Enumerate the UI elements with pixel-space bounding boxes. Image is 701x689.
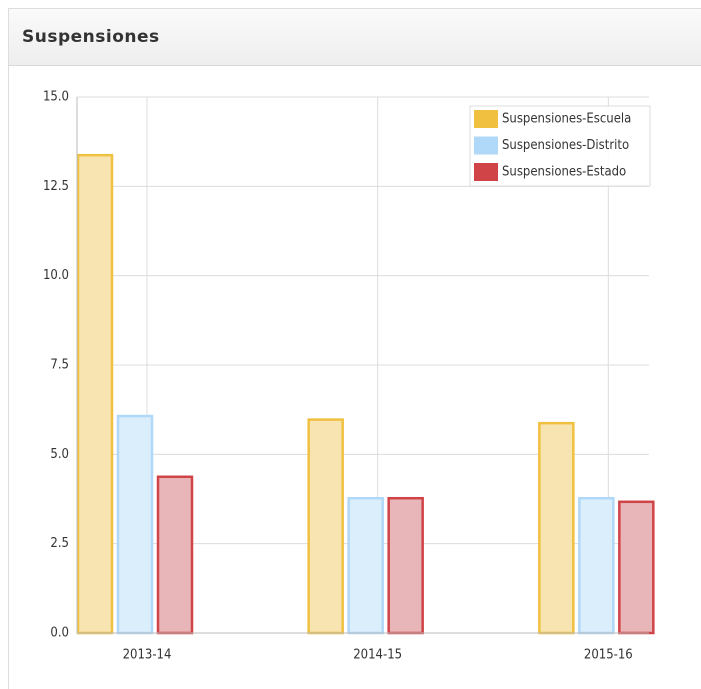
bar <box>116 414 154 635</box>
y-tick-label: 5.0 <box>50 447 69 462</box>
bar <box>387 496 424 635</box>
bar <box>156 475 194 635</box>
legend-swatch <box>474 136 498 155</box>
y-tick-label: 10.0 <box>43 268 69 283</box>
y-tick-label: 2.5 <box>50 536 69 551</box>
x-tick-label: 2014-15 <box>353 648 402 663</box>
panel-title: Suspensiones <box>22 27 160 47</box>
legend-swatch <box>474 110 498 128</box>
legend-label: Suspensiones-Escuela <box>502 112 631 127</box>
y-tick-label: 15.0 <box>43 90 69 105</box>
bar <box>578 496 615 635</box>
bar <box>76 153 114 635</box>
legend-label: Suspensiones-Estado <box>502 165 626 180</box>
bar <box>538 421 575 635</box>
y-tick-label: 0.0 <box>50 626 69 641</box>
x-tick-label: 2013-14 <box>123 648 172 663</box>
bar <box>307 418 344 635</box>
panel: Suspensiones <box>8 8 701 689</box>
bar <box>618 500 655 635</box>
y-tick-label: 7.5 <box>50 358 69 373</box>
legend-swatch <box>474 163 498 181</box>
y-tick-label: 12.5 <box>43 179 69 194</box>
bar <box>347 496 384 635</box>
legend-label: Suspensiones-Distrito <box>502 138 629 153</box>
x-tick-label: 2015-16 <box>584 648 633 663</box>
panel-header: Suspensiones <box>9 9 701 66</box>
legend-box <box>469 105 651 187</box>
